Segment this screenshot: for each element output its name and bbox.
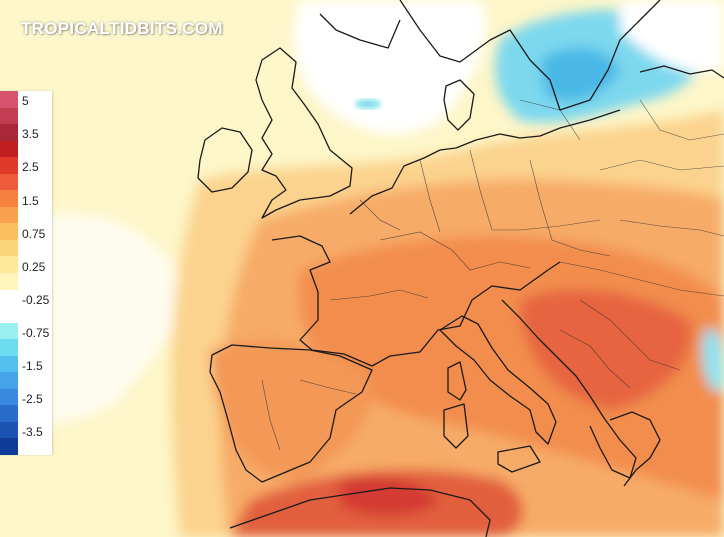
legend-label: 3.5 [22,127,39,142]
color-legend: 5 3.5 2.5 1.5 0.75 0.25 -0.25 -0.75 -1.5 -2.5 -3.5 [0,91,52,456]
cold-spot [355,99,381,109]
legend-label: 5 [22,94,29,109]
legend-swatch [0,140,18,158]
legend-swatch [0,372,18,390]
legend-swatch [0,107,18,125]
legend-label: 2.5 [22,160,39,175]
legend-swatch [0,355,18,373]
legend-swatch [0,306,18,325]
legend-label: 0.25 [22,259,46,274]
legend-label: 0.75 [22,226,46,241]
legend-swatch [0,322,18,340]
watermark-logo: TROPICALTIDBITS.COM [21,19,223,39]
legend-swatch [0,339,18,357]
legend-swatch [0,438,18,456]
legend-swatch [0,91,18,108]
legend-swatch [0,273,18,290]
legend-swatch [0,256,18,274]
legend-swatch [0,239,18,257]
legend-swatch [0,206,18,224]
coastlines [197,0,724,537]
legend-label: -2.5 [22,392,43,407]
legend-swatch [0,223,18,241]
legend-label: 1.5 [22,193,39,208]
legend-swatch [0,190,18,208]
legend-swatch [0,157,18,175]
legend-swatch [0,388,18,406]
legend-label: -0.25 [22,292,50,307]
legend-swatch [0,173,18,191]
legend-label: -1.5 [22,359,43,373]
legend-swatch [0,124,18,142]
legend-label: -3.5 [22,425,43,440]
legend-swatch [0,405,18,423]
legend-label: -0.75 [22,325,50,340]
borders [261,99,724,451]
legend-swatch [0,289,18,308]
legend-swatch [0,421,18,439]
